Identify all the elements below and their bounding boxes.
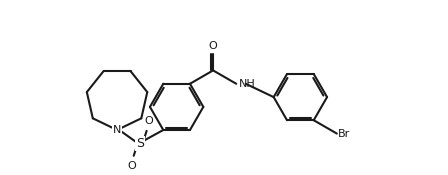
Text: O: O [128,160,136,170]
Text: Br: Br [338,129,350,139]
Text: N: N [113,125,121,135]
Text: O: O [209,41,217,51]
Text: NH: NH [238,79,255,89]
Text: O: O [144,116,153,126]
Text: S: S [136,137,144,150]
